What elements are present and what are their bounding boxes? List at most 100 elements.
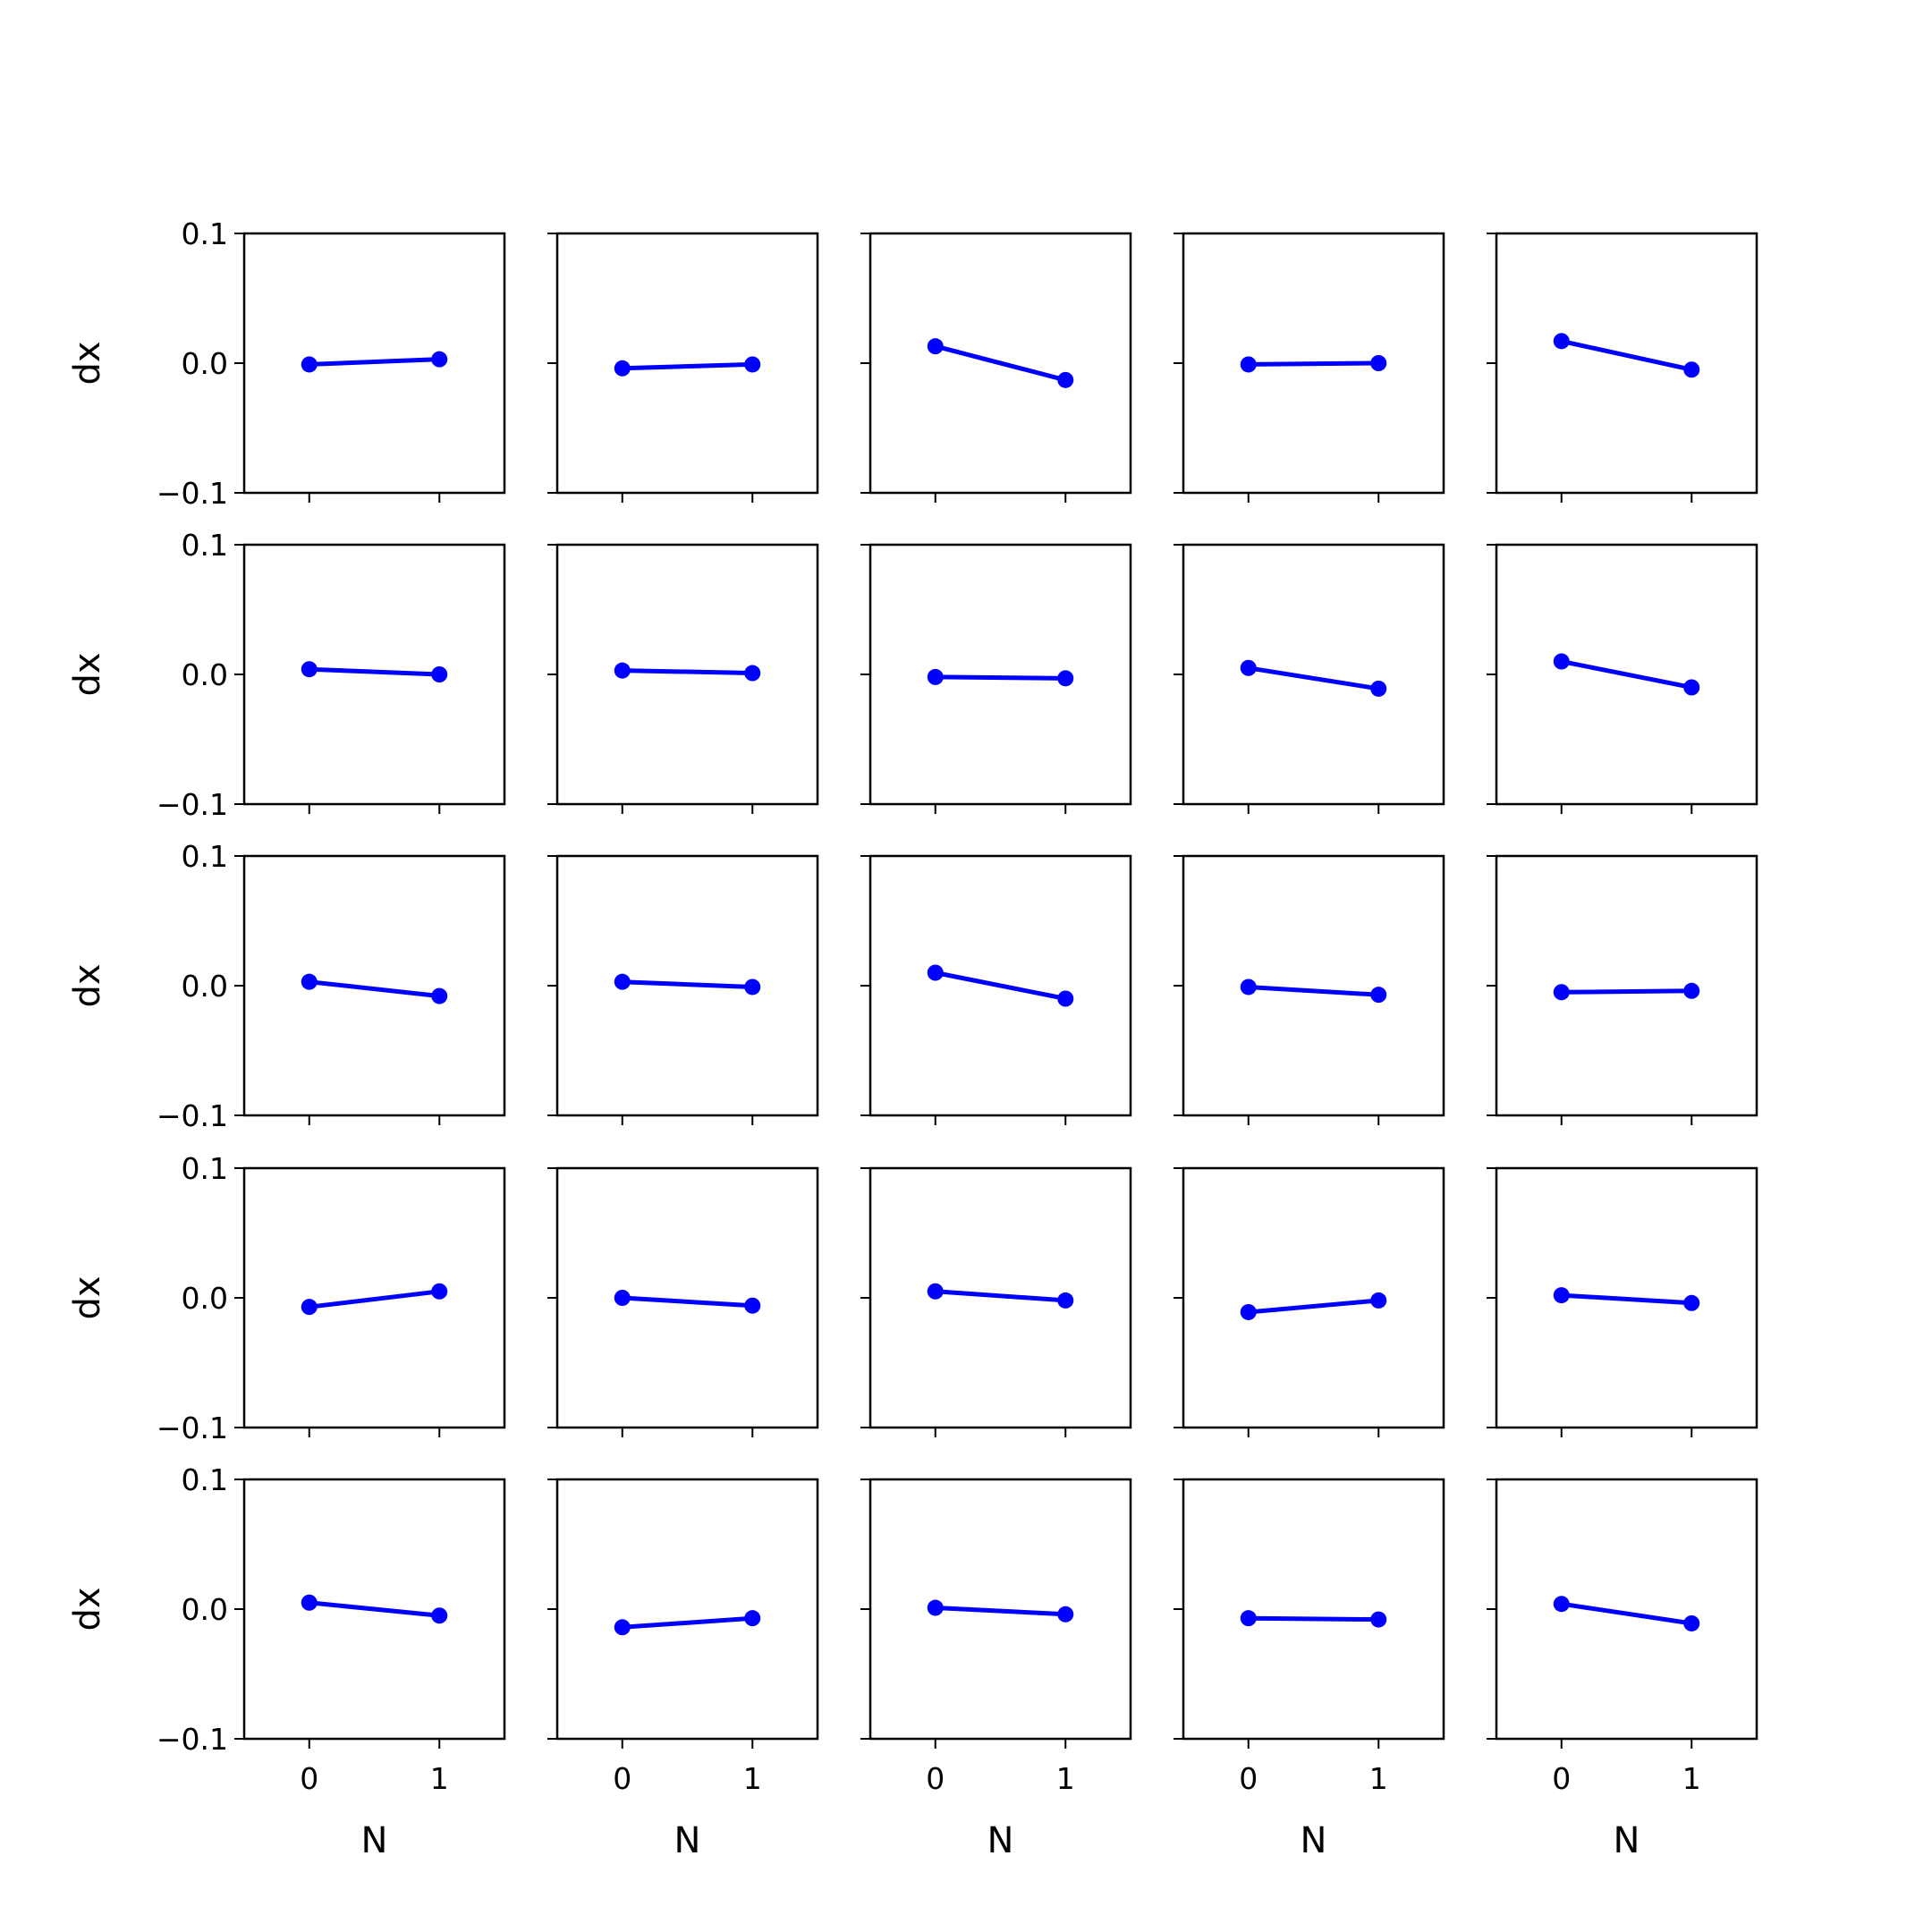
series-line xyxy=(307,979,442,999)
subplot-r3-c3 xyxy=(860,854,1132,1125)
series-line xyxy=(933,674,1068,681)
axes-frame xyxy=(1182,1166,1445,1429)
data-point xyxy=(431,666,448,682)
data-point xyxy=(301,356,318,373)
axes-frame xyxy=(555,854,819,1117)
axes-frame xyxy=(1182,1478,1445,1741)
y-tick-label: 0.1 xyxy=(182,1462,228,1497)
x-tick-label: 0 xyxy=(1239,1761,1258,1796)
y-tick-label: −0.1 xyxy=(157,476,228,511)
axes-frame xyxy=(1182,854,1445,1117)
y-tick-label: −0.1 xyxy=(157,1098,228,1133)
subplot-r2-c5 xyxy=(1487,543,1758,814)
y-tick-label: 0.0 xyxy=(182,1592,228,1627)
axes-frame xyxy=(1495,854,1758,1117)
y-tick-label: 0.0 xyxy=(182,1281,228,1316)
y-tick-label: −0.1 xyxy=(157,787,228,822)
series-line xyxy=(1559,1601,1694,1626)
y-tick-label: 0.1 xyxy=(182,528,228,563)
subplot-r1-c2 xyxy=(547,232,819,503)
y-axis-label: dx xyxy=(67,341,108,385)
axes-frame xyxy=(1182,232,1445,495)
data-point xyxy=(1240,1303,1257,1320)
subplot-r1-c4 xyxy=(1174,232,1445,503)
x-axis-label: N xyxy=(987,1820,1014,1861)
data-point xyxy=(927,964,944,981)
data-point xyxy=(1683,679,1700,696)
subplot-r1-c5 xyxy=(1487,232,1758,503)
axes-frame xyxy=(555,1166,819,1429)
x-tick-label: 1 xyxy=(1682,1761,1701,1796)
y-tick-label: 0.0 xyxy=(182,346,228,381)
subplot-r4-c2 xyxy=(547,1166,819,1437)
data-point xyxy=(614,360,631,377)
data-point xyxy=(1683,1294,1700,1311)
axes-frame xyxy=(242,232,506,495)
data-point xyxy=(1683,1614,1700,1631)
axes-frame xyxy=(1495,1166,1758,1429)
series-line xyxy=(620,979,755,989)
data-point xyxy=(744,1297,761,1314)
axes-frame xyxy=(555,1478,819,1741)
axes-frame xyxy=(242,543,506,806)
y-axis-label: dx xyxy=(67,1587,108,1631)
series-line xyxy=(307,1289,442,1309)
subplot-r2-c1: −0.1 0.0 0.1 dx xyxy=(67,528,506,822)
subplot-r2-c4 xyxy=(1174,543,1445,814)
data-point xyxy=(1057,1606,1074,1623)
series-line xyxy=(620,668,755,675)
subplot-r5-c1: −0.1 0.0 0.1 0 1 dx N xyxy=(67,1462,506,1861)
y-axis-label: dx xyxy=(67,963,108,1007)
series-line xyxy=(620,361,755,371)
axes-frame xyxy=(869,854,1132,1117)
data-point xyxy=(1240,979,1257,996)
axes-frame xyxy=(869,1478,1132,1741)
data-point xyxy=(1240,356,1257,373)
data-point xyxy=(927,338,944,355)
subplot-r4-c3 xyxy=(860,1166,1132,1437)
x-tick-label: 0 xyxy=(300,1761,318,1796)
axes-frame xyxy=(1495,1478,1758,1741)
data-point xyxy=(1057,1292,1074,1309)
x-tick-label: 1 xyxy=(1369,1761,1388,1796)
series-line xyxy=(1559,338,1694,372)
data-point xyxy=(1370,987,1387,1004)
y-tick-label: 0.1 xyxy=(182,839,228,874)
series-line xyxy=(1559,1292,1694,1306)
data-point xyxy=(1240,1610,1257,1627)
x-tick-label: 0 xyxy=(1552,1761,1571,1796)
axes-frame xyxy=(1495,543,1758,806)
axes-frame xyxy=(1495,232,1758,495)
data-point xyxy=(431,351,448,368)
series-line xyxy=(1559,988,1694,995)
data-point xyxy=(927,1599,944,1616)
data-point xyxy=(1057,670,1074,687)
axes-frame xyxy=(555,232,819,495)
x-tick-label: 0 xyxy=(926,1761,945,1796)
series-line xyxy=(1246,985,1381,997)
data-point xyxy=(431,1607,448,1624)
data-point xyxy=(1370,1611,1387,1628)
series-line xyxy=(1246,1615,1381,1623)
data-point xyxy=(1057,990,1074,1007)
y-tick-label: 0.1 xyxy=(182,1151,228,1186)
data-point xyxy=(927,1283,944,1300)
subplot-r4-c4 xyxy=(1174,1166,1445,1437)
data-point xyxy=(1240,659,1257,676)
data-point xyxy=(301,1299,318,1316)
y-axis-label: dx xyxy=(67,1275,108,1319)
x-tick-label: 0 xyxy=(613,1761,631,1796)
subplot-r3-c4 xyxy=(1174,854,1445,1125)
series-line xyxy=(1246,665,1381,691)
data-point xyxy=(614,1290,631,1306)
subplot-r5-c2: 0 1 N xyxy=(547,1478,819,1861)
series-line xyxy=(307,1600,442,1618)
y-tick-label: 0.0 xyxy=(182,657,228,692)
data-point xyxy=(301,973,318,990)
data-point xyxy=(1057,371,1074,388)
data-point xyxy=(614,1619,631,1636)
axes-frame xyxy=(1182,543,1445,806)
data-point xyxy=(1370,355,1387,371)
data-point xyxy=(301,661,318,678)
